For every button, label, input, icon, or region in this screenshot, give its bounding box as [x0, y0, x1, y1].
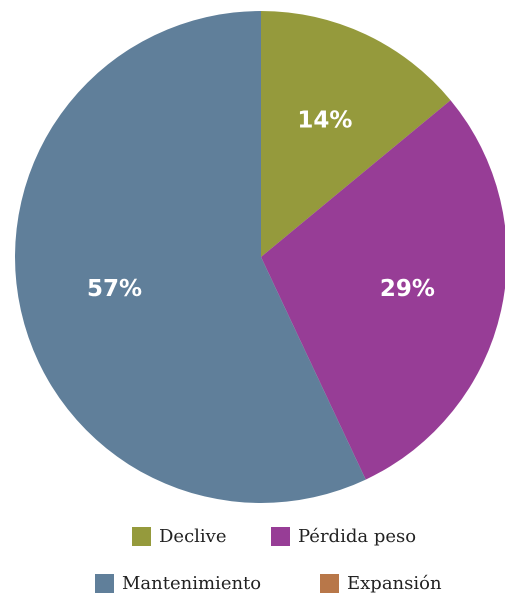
legend-label-expansion: Expansión: [347, 573, 442, 594]
pie-slice-declive: [261, 11, 451, 257]
legend-item-expansion: Expansión: [320, 573, 442, 594]
pie-chart: 14% 29% 57%: [14, 11, 505, 503]
legend-item-perdida-peso: Pérdida peso: [271, 526, 416, 547]
legend-label-mantenimiento: Mantenimiento: [122, 573, 262, 594]
legend-label-perdida-peso: Pérdida peso: [298, 526, 417, 547]
legend-swatch-mantenimiento: [95, 574, 114, 593]
pie-labels: 14% 29% 57%: [87, 108, 435, 303]
legend-item-mantenimiento: Mantenimiento: [95, 573, 261, 594]
pie-slice-p-rdida-peso: [261, 100, 505, 480]
legend-swatch-declive: [132, 527, 151, 546]
pie-label-mantenimiento: 57%: [87, 276, 142, 302]
legend-item-declive: Declive: [132, 526, 227, 547]
legend-label-declive: Declive: [159, 526, 227, 547]
legend-swatch-expansion: [320, 574, 339, 593]
pie-slice-mantenimiento: [14, 11, 366, 503]
legend-swatch-perdida-peso: [271, 527, 290, 546]
pie-label-declive: 14%: [297, 108, 352, 134]
pie-slices: [14, 11, 505, 503]
pie-label-p-rdida-peso: 29%: [380, 276, 435, 302]
